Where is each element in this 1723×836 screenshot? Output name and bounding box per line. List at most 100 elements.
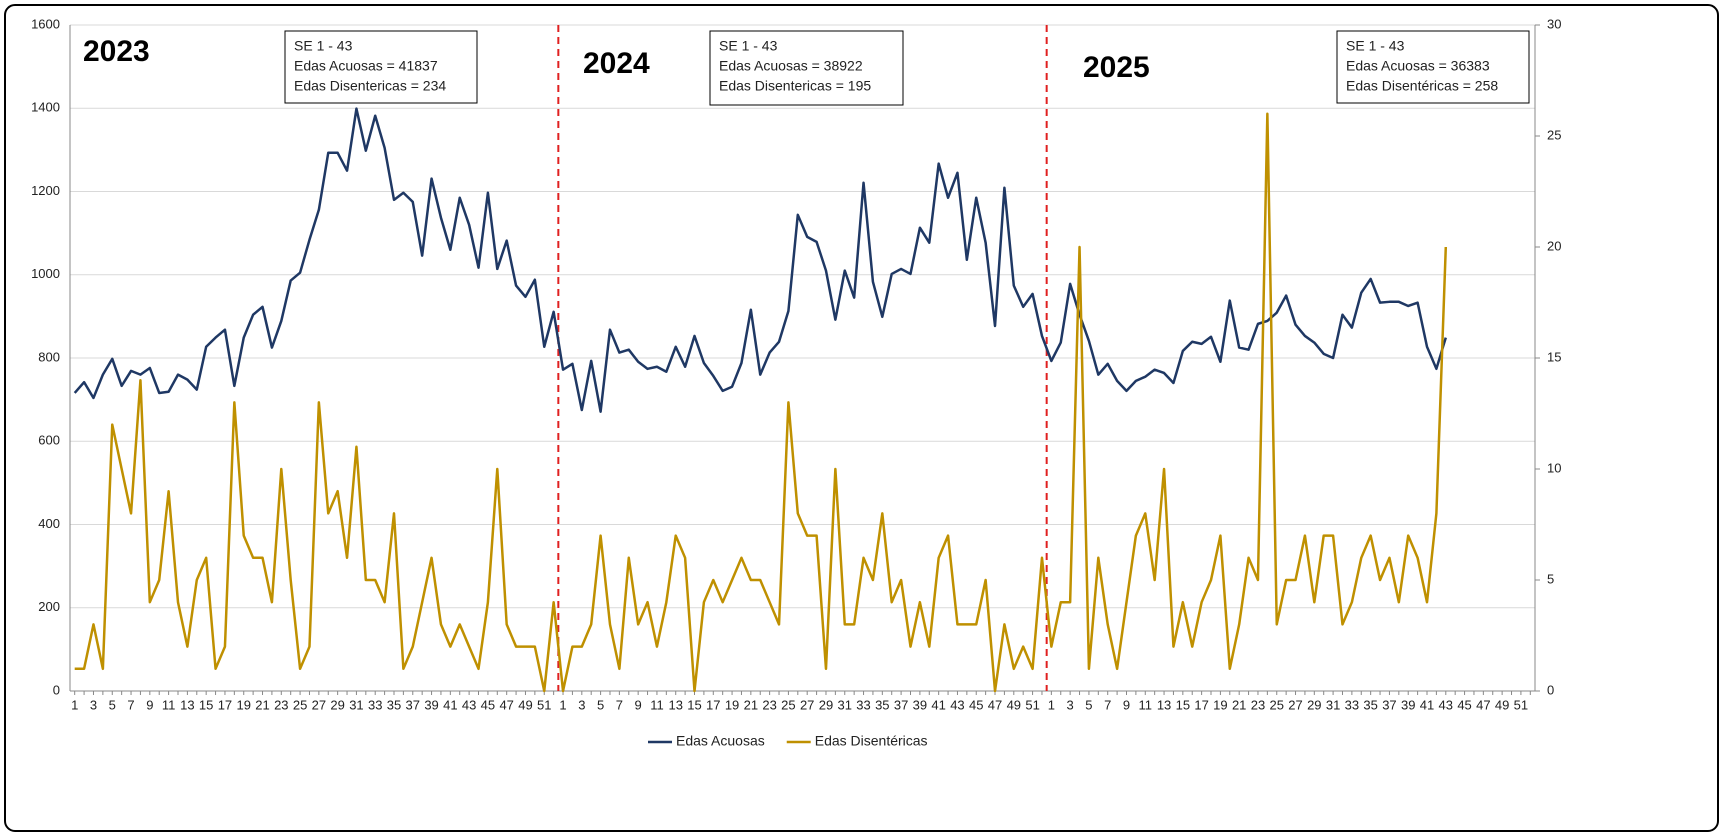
x-tick-label: 29 bbox=[330, 697, 344, 712]
x-tick-label: 15 bbox=[199, 697, 213, 712]
x-tick-label: 45 bbox=[1457, 697, 1471, 712]
x-tick-label: 35 bbox=[875, 697, 889, 712]
x-tick-label: 15 bbox=[687, 697, 701, 712]
x-tick-label: 31 bbox=[838, 697, 852, 712]
x-tick-label: 19 bbox=[1213, 697, 1227, 712]
y-tick-label: 1000 bbox=[31, 266, 60, 281]
x-tick-label: 31 bbox=[1326, 697, 1340, 712]
x-tick-label: 43 bbox=[950, 697, 964, 712]
summary-text: SE 1 - 43 bbox=[1346, 38, 1405, 54]
y2-tick-label: 30 bbox=[1547, 16, 1561, 31]
x-tick-label: 33 bbox=[856, 697, 870, 712]
x-tick-label: 1 bbox=[1048, 697, 1055, 712]
y2-tick-label: 0 bbox=[1547, 682, 1554, 697]
x-tick-label: 41 bbox=[931, 697, 945, 712]
y2-tick-label: 25 bbox=[1547, 127, 1561, 142]
x-tick-label: 23 bbox=[762, 697, 776, 712]
x-tick-label: 13 bbox=[180, 697, 194, 712]
x-tick-label: 27 bbox=[1288, 697, 1302, 712]
y-tick-label: 1200 bbox=[31, 183, 60, 198]
y-tick-label: 600 bbox=[38, 433, 60, 448]
y2-tick-label: 10 bbox=[1547, 460, 1561, 475]
x-tick-label: 17 bbox=[218, 697, 232, 712]
summary-text: Edas Acuosas = 38922 bbox=[719, 58, 863, 74]
x-tick-label: 9 bbox=[1123, 697, 1130, 712]
x-tick-label: 35 bbox=[387, 697, 401, 712]
x-tick-label: 21 bbox=[255, 697, 269, 712]
x-tick-label: 27 bbox=[312, 697, 326, 712]
x-tick-label: 43 bbox=[1439, 697, 1453, 712]
y-tick-label: 0 bbox=[53, 682, 60, 697]
x-tick-label: 49 bbox=[1495, 697, 1509, 712]
x-tick-label: 47 bbox=[1476, 697, 1490, 712]
y2-tick-label: 15 bbox=[1547, 349, 1561, 364]
x-tick-label: 25 bbox=[1270, 697, 1284, 712]
x-tick-label: 39 bbox=[1401, 697, 1415, 712]
x-tick-label: 5 bbox=[109, 697, 116, 712]
summary-text: Edas Disentéricas = 258 bbox=[1346, 78, 1498, 94]
summary-text: Edas Acuosas = 41837 bbox=[294, 58, 438, 74]
year-label: 2023 bbox=[83, 35, 150, 68]
x-tick-label: 5 bbox=[1085, 697, 1092, 712]
year-label: 2025 bbox=[1083, 51, 1150, 84]
x-tick-label: 49 bbox=[518, 697, 532, 712]
x-tick-label: 47 bbox=[499, 697, 513, 712]
x-tick-label: 47 bbox=[988, 697, 1002, 712]
x-tick-label: 25 bbox=[781, 697, 795, 712]
summary-box bbox=[284, 30, 478, 104]
x-tick-label: 19 bbox=[236, 697, 250, 712]
x-tick-label: 33 bbox=[1345, 697, 1359, 712]
x-tick-label: 21 bbox=[744, 697, 758, 712]
x-tick-label: 29 bbox=[819, 697, 833, 712]
x-tick-label: 15 bbox=[1176, 697, 1190, 712]
x-tick-label: 45 bbox=[969, 697, 983, 712]
x-tick-label: 17 bbox=[1194, 697, 1208, 712]
x-tick-label: 19 bbox=[725, 697, 739, 712]
x-tick-label: 49 bbox=[1007, 697, 1021, 712]
x-tick-label: 23 bbox=[1251, 697, 1265, 712]
x-tick-label: 11 bbox=[162, 697, 176, 712]
y2-tick-label: 20 bbox=[1547, 238, 1561, 253]
x-tick-label: 3 bbox=[578, 697, 585, 712]
x-tick-label: 5 bbox=[597, 697, 604, 712]
x-tick-label: 7 bbox=[1104, 697, 1111, 712]
x-tick-label: 13 bbox=[1157, 697, 1171, 712]
x-tick-label: 3 bbox=[1067, 697, 1074, 712]
x-tick-label: 37 bbox=[1382, 697, 1396, 712]
summary-text: Edas Acuosas = 36383 bbox=[1346, 58, 1490, 74]
x-tick-label: 43 bbox=[462, 697, 476, 712]
x-tick-label: 51 bbox=[1025, 697, 1039, 712]
x-tick-label: 13 bbox=[668, 697, 682, 712]
x-tick-label: 51 bbox=[1514, 697, 1528, 712]
x-tick-label: 9 bbox=[146, 697, 153, 712]
y-tick-label: 800 bbox=[38, 349, 60, 364]
x-tick-label: 7 bbox=[127, 697, 134, 712]
x-tick-label: 9 bbox=[635, 697, 642, 712]
x-tick-label: 37 bbox=[406, 697, 420, 712]
summary-box bbox=[1336, 30, 1530, 104]
summary-text: Edas Disentericas = 195 bbox=[719, 78, 871, 94]
x-tick-label: 25 bbox=[293, 697, 307, 712]
x-tick-label: 23 bbox=[274, 697, 288, 712]
x-tick-label: 3 bbox=[90, 697, 97, 712]
summary-box bbox=[709, 30, 904, 106]
x-tick-label: 45 bbox=[481, 697, 495, 712]
series-line bbox=[74, 112, 1448, 693]
summary-text: SE 1 - 43 bbox=[294, 38, 353, 54]
x-tick-label: 7 bbox=[616, 697, 623, 712]
x-tick-label: 17 bbox=[706, 697, 720, 712]
y-tick-label: 400 bbox=[38, 516, 60, 531]
x-tick-label: 39 bbox=[424, 697, 438, 712]
y-tick-label: 1400 bbox=[31, 100, 60, 115]
legend-label: Edas Disentéricas bbox=[815, 733, 928, 749]
summary-text: Edas Disentericas = 234 bbox=[294, 78, 446, 94]
x-tick-label: 35 bbox=[1363, 697, 1377, 712]
x-tick-label: 39 bbox=[913, 697, 927, 712]
x-tick-label: 31 bbox=[349, 697, 363, 712]
x-tick-label: 41 bbox=[1420, 697, 1434, 712]
legend-label: Edas Acuosas bbox=[676, 733, 765, 749]
x-tick-label: 27 bbox=[800, 697, 814, 712]
y2-tick-label: 5 bbox=[1547, 571, 1554, 586]
chart-frame bbox=[4, 4, 1719, 832]
